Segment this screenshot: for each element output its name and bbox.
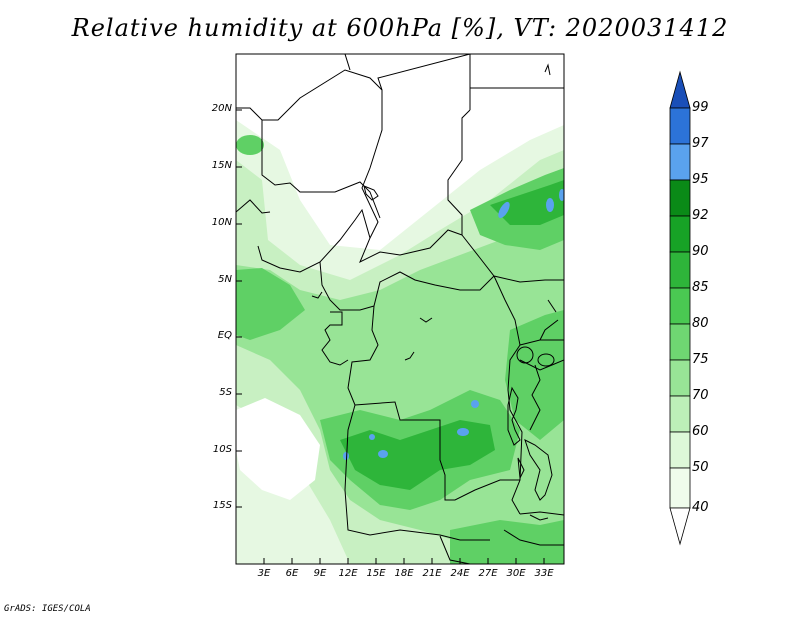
moist-region-green [236,268,305,340]
colorbar-label: 70 [692,388,709,403]
colorbar-label: 60 [692,424,709,439]
lon-label: 18E [394,568,414,579]
credit-text: GrADS: IGES/COLA [4,604,91,614]
lon-label: 27E [478,568,498,579]
colorbar-label: 97 [692,136,709,151]
colorbar-label: 95 [692,172,709,187]
colorbar-60-70 [669,395,691,433]
colorbar-label: 90 [692,244,709,259]
lat-label: 15N [211,160,232,171]
country-borders [236,54,564,564]
lake-outlines [311,63,557,521]
lat-label: 20N [211,103,232,114]
lon-label: 30E [506,568,526,579]
lat-label: 5N [218,274,232,285]
lat-label: 10S [212,444,232,455]
map-title: Relative humidity at 600hPa [%], VT: 202… [71,14,729,42]
colorbar-label: 50 [692,460,709,475]
map-frame [235,53,565,565]
saturated-patch-8 [369,434,375,440]
colorbar-80-85 [669,287,691,325]
humidity-field [236,54,564,564]
colorbar-label: 99 [692,100,709,115]
saturated-patch-7 [343,452,349,460]
saturated-patch-1 [498,201,510,219]
lat-label: 10N [211,217,232,228]
moist-region-south [450,520,564,564]
lon-label: 24E [450,568,470,579]
colorbar-label: 40 [692,500,709,515]
lon-label: 9E [313,568,327,579]
lon-label: 12E [338,568,358,579]
colorbar-label: 75 [692,352,709,367]
lon-label: 21E [422,568,442,579]
colorbar-top-arrow [669,70,691,109]
colorbar-bottom-arrow [669,507,691,546]
colorbar-85-90 [669,251,691,289]
colorbar-40-50 [669,467,691,509]
moist-patch-nw [236,135,264,155]
colorbar [669,70,691,546]
colorbar-label: 80 [692,316,709,331]
saturated-patch-5 [457,428,469,436]
colorbar-95-97 [669,143,691,181]
lat-label: EQ [217,330,232,341]
colorbar-label: 85 [692,280,709,295]
colorbar-75-80 [669,323,691,361]
moist-region-dark-ne [490,180,564,225]
colorbar-70-75 [669,359,691,397]
colorbar-label: 92 [692,208,709,223]
saturated-patch-6 [378,450,388,458]
lat-label: 5S [219,387,232,398]
saturated-patch-3 [559,189,564,201]
colorbar-97-99 [669,107,691,145]
lon-label: 15E [366,568,386,579]
axis-ticks [236,109,545,564]
moist-region-deep [340,420,495,490]
lon-label: 3E [257,568,271,579]
lat-label: 15S [212,500,232,511]
lon-label: 6E [285,568,299,579]
saturated-patch-4 [471,400,479,408]
colorbar-92-95 [669,179,691,217]
colorbar-50-60 [669,431,691,469]
dry-patch-atlantic [236,398,320,500]
colorbar-90-92 [669,215,691,253]
lon-label: 33E [534,568,554,579]
saturated-patch-2 [546,198,554,212]
